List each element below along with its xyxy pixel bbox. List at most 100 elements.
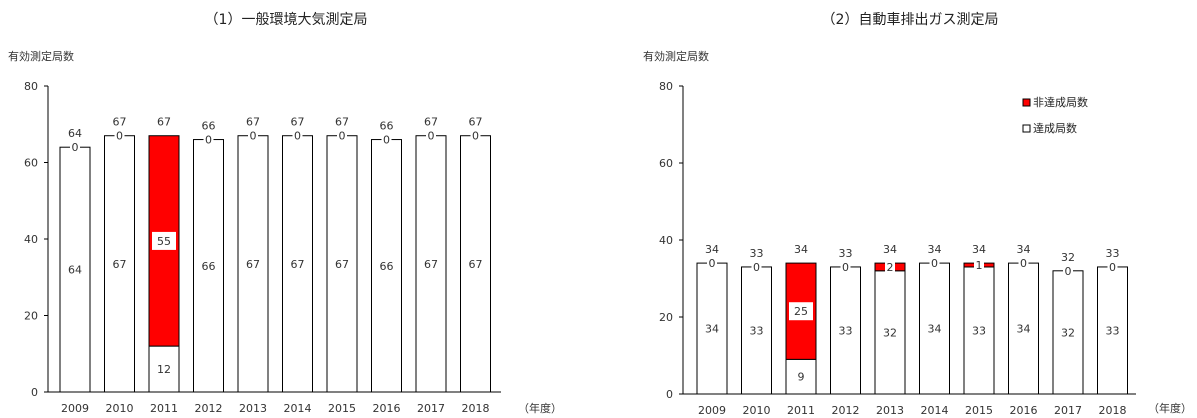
chart2-label-total: 34: [883, 243, 897, 256]
chart2-label-total: 34: [794, 243, 808, 256]
chart1-label-not-achieved: 0: [294, 130, 301, 143]
chart2-bar-achieved: [830, 266, 861, 395]
chart2-label-bg: [1063, 264, 1073, 276]
chart1-x-tick-label: 2013: [239, 402, 267, 415]
chart2-bar-achieved: [1008, 262, 1039, 395]
chart2-label-bg: [707, 257, 717, 269]
chart1-y-tick-label: 20: [24, 310, 38, 323]
chart2-label-achieved: 33: [839, 324, 853, 337]
chart1-label-bg: [337, 129, 347, 141]
chart2-label-achieved: 32: [1061, 326, 1075, 339]
chart2-x-tick-label: 2010: [743, 404, 771, 417]
chart2-label-not-achieved: 0: [709, 257, 716, 270]
chart1-label-not-achieved: 0: [205, 134, 212, 147]
chart2-bar-achieved: [1052, 270, 1084, 395]
chart1-x-tick-label: 2011: [150, 402, 178, 415]
chart1-label-bg: [114, 129, 125, 141]
chart1-x-tick-label: 2012: [195, 402, 223, 415]
chart1-label-not-achieved: 55: [157, 235, 171, 248]
chart1-label-bg: [470, 129, 481, 141]
chart1-label-achieved: 12: [157, 363, 171, 376]
chart1-label-total: 67: [424, 116, 438, 129]
chart1-x-tick-label: 2009: [61, 402, 89, 415]
chart2-label-total: 34: [972, 243, 986, 256]
chart1-label-bg: [426, 129, 436, 141]
chart2-label-bg: [789, 302, 813, 321]
chart1-label-bg: [203, 133, 214, 145]
chart1-bar-achieved: [415, 135, 447, 393]
chart2-plot: 0204060803403420093303320109253420113303…: [659, 80, 1136, 417]
chart1-bar-achieved: [59, 146, 91, 393]
chart1-label-bg: [152, 231, 176, 250]
chart2-label-achieved: 9: [798, 371, 805, 384]
chart2-label-total: 33: [750, 247, 764, 260]
legend-swatch-not-achieved: [1022, 98, 1031, 107]
chart1-label-total: 67: [291, 116, 305, 129]
chart2-x-tick-label: 2014: [921, 404, 949, 417]
chart1-x-tick-label: 2017: [417, 402, 445, 415]
chart2-label-bg: [840, 260, 851, 272]
chart2-label-not-achieved: 0: [753, 261, 760, 274]
chart2-label-bg: [751, 260, 762, 272]
chart1-label-achieved: 67: [291, 258, 305, 271]
chart1-label-total: 67: [113, 116, 127, 129]
chart2-label-total: 33: [1106, 247, 1120, 260]
chart2-x-tick-label: 2015: [965, 404, 993, 417]
chart1-plot: 0204060806406420096706720101255672011660…: [24, 80, 501, 415]
chart2-xunit: （年度）: [1148, 401, 1192, 415]
chart1-label-bg: [248, 129, 258, 141]
chart2-label-bg: [929, 257, 940, 269]
chart1-bar-achieved: [282, 135, 313, 393]
chart2-label-achieved: 33: [972, 324, 986, 337]
chart1-label-achieved: 67: [113, 258, 127, 271]
legend: 非達成局数 達成局数: [1022, 96, 1088, 135]
chart1-bar-achieved: [104, 135, 135, 393]
chart2-label-not-achieved: 2: [887, 261, 894, 274]
chart2-x-tick-label: 2012: [832, 404, 860, 417]
chart2-label-achieved: 34: [705, 323, 719, 336]
chart2-label-total: 34: [1017, 243, 1031, 256]
chart1-label-not-achieved: 0: [116, 130, 123, 143]
chart1-label-not-achieved: 0: [72, 141, 79, 154]
legend-label-not-achieved: 非達成局数: [1033, 96, 1088, 109]
chart1-x-tick-label: 2015: [328, 402, 356, 415]
chart1-bar-achieved: [237, 135, 269, 393]
chart2-ylabel: 有効測定局数: [643, 49, 709, 63]
chart2-label-not-achieved: 0: [1020, 257, 1027, 270]
chart1-bar-achieved: [326, 135, 358, 393]
chart2-bar-achieved: [1097, 266, 1128, 395]
chart2-label-bg: [974, 260, 984, 271]
chart1-label-total: 67: [469, 116, 483, 129]
chart1-x-tick-label: 2018: [462, 402, 490, 415]
chart1-label-total: 64: [68, 127, 82, 140]
chart2-label-achieved: 33: [750, 324, 764, 337]
chart1-x-tick-label: 2014: [284, 402, 312, 415]
chart2-bar-achieved: [741, 266, 772, 395]
legend-label-achieved: 達成局数: [1033, 122, 1077, 135]
chart2-bar-achieved: [874, 270, 906, 395]
chart2-label-achieved: 34: [1017, 323, 1031, 336]
chart2-y-tick-label: 20: [659, 311, 673, 324]
chart1-label-achieved: 67: [335, 258, 349, 271]
chart1-label-total: 66: [380, 120, 394, 133]
chart1-x-tick-label: 2016: [373, 402, 401, 415]
chart1-label-bg: [381, 133, 392, 145]
chart2-x-tick-label: 2017: [1054, 404, 1082, 417]
chart1-y-tick-label: 40: [24, 233, 38, 246]
chart2-label-not-achieved: 0: [1109, 261, 1116, 274]
chart2-label-not-achieved: 25: [794, 305, 808, 318]
chart2-label-total: 34: [705, 243, 719, 256]
chart1-label-achieved: 66: [380, 260, 394, 273]
chart2-label-achieved: 32: [883, 326, 897, 339]
chart1-label-not-achieved: 0: [383, 134, 390, 147]
chart1-label-achieved: 67: [469, 258, 483, 271]
chart1-label-total: 66: [202, 120, 216, 133]
chart1-y-tick-label: 0: [31, 386, 38, 399]
chart2-label-bg: [1018, 257, 1029, 269]
chart1-xunit: （年度）: [518, 401, 562, 415]
chart2-bar-achieved: [785, 358, 817, 395]
chart2-y-tick-label: 0: [666, 388, 673, 401]
legend-swatch-achieved: [1022, 124, 1031, 133]
chart2-label-not-achieved: 0: [1065, 265, 1072, 278]
